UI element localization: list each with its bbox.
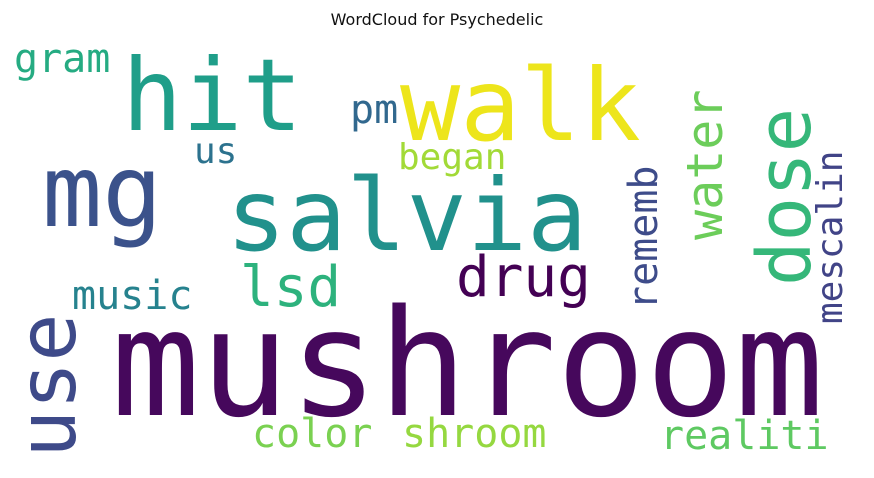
word-us: us (194, 131, 238, 172)
word-salvia: salvia (226, 157, 588, 274)
word-began: began (398, 137, 507, 178)
word-mescalin: mescalin (810, 150, 851, 324)
word-lsd: lsd (240, 255, 342, 320)
word-music: music (72, 273, 193, 319)
word-shroom: shroom (402, 411, 547, 457)
word-rememb: rememb (621, 165, 667, 311)
word-color: color (252, 411, 373, 457)
word-water: water (676, 89, 734, 240)
word-use: use (16, 313, 94, 459)
word-hit: hit (122, 38, 303, 154)
word-walk: walk (400, 47, 641, 164)
chart-title: WordCloud for Psychedelic (330, 10, 544, 29)
word-pm: pm (350, 87, 399, 133)
word-realiti: realiti (660, 413, 829, 459)
word-gram: gram (16, 38, 111, 82)
word-drug: drug (456, 245, 591, 310)
word-mg: mg (42, 133, 163, 250)
word-cloud: mushroom salvia walk hit mg dose use dru… (16, 38, 858, 463)
word-mushroom: mushroom (111, 278, 824, 450)
